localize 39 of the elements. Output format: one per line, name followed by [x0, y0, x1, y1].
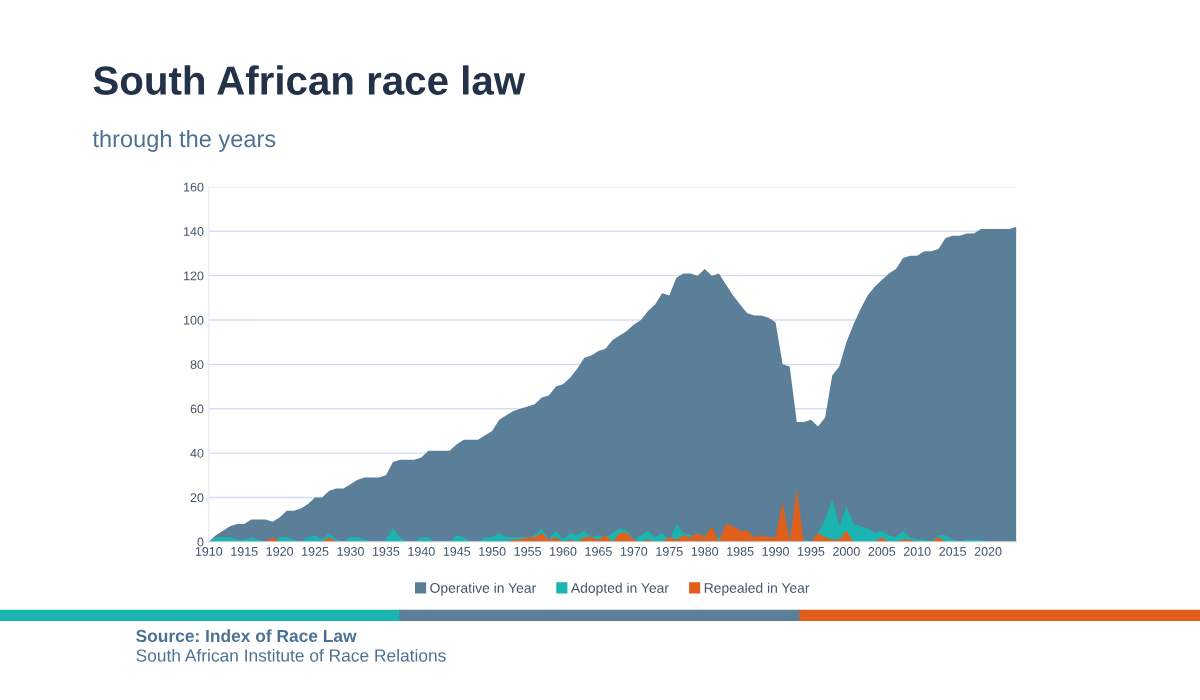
text: South African Institute of Race Relations — [136, 648, 446, 662]
x-tick-label: 1960 — [550, 546, 577, 556]
x-tick-label: 2020 — [974, 546, 1002, 556]
legend-label: Repealed in Year — [704, 582, 810, 596]
y-tick-label: 80 — [190, 360, 204, 369]
x-tick-label: 1925 — [302, 546, 329, 556]
chart-subtitle: through the years — [92, 129, 276, 152]
x-tick-label: 2010 — [903, 546, 931, 556]
x-tick-label: 1985 — [727, 546, 754, 556]
x-tick-label: 2015 — [939, 546, 967, 556]
chart-title: South African race law — [93, 65, 526, 95]
x-tick-label: 1995 — [798, 546, 825, 556]
y-tick-label: 120 — [184, 271, 204, 281]
x-tick-label: 2005 — [868, 546, 896, 556]
y-tick-label: 100 — [184, 315, 204, 325]
y-tick-label: 20 — [190, 493, 204, 503]
x-tick-label: 1990 — [762, 546, 789, 556]
x-tick-label: 1950 — [479, 546, 506, 556]
source-note: Source: Index of Race Law — [136, 629, 357, 643]
y-tick-label: 40 — [190, 448, 204, 458]
x-tick-label: 1955 — [514, 546, 541, 556]
x-tick-label: 1940 — [408, 546, 435, 556]
y-tick-label: 160 — [184, 182, 204, 192]
x-tick-label: 1970 — [620, 546, 648, 556]
x-tick-label: 1965 — [585, 546, 612, 556]
x-tick-label: 2000 — [833, 546, 860, 556]
y-tick-label: 140 — [184, 227, 204, 236]
x-tick-label: 1920 — [266, 546, 294, 556]
y-tick-label: 60 — [190, 404, 204, 414]
x-tick-label: 1980 — [691, 546, 719, 556]
x-tick-label: 1945 — [443, 546, 471, 556]
legend-label: Adopted in Year — [570, 582, 669, 596]
legend-label: Operative in Year — [430, 582, 536, 596]
x-tick-label: 1910 — [195, 546, 223, 556]
x-tick-label: 1930 — [337, 546, 364, 556]
x-tick-label: 1915 — [231, 546, 258, 556]
x-tick-label: 1975 — [656, 546, 683, 556]
x-tick-label: 1935 — [372, 546, 400, 556]
y-tick-label: 0 — [197, 537, 204, 547]
